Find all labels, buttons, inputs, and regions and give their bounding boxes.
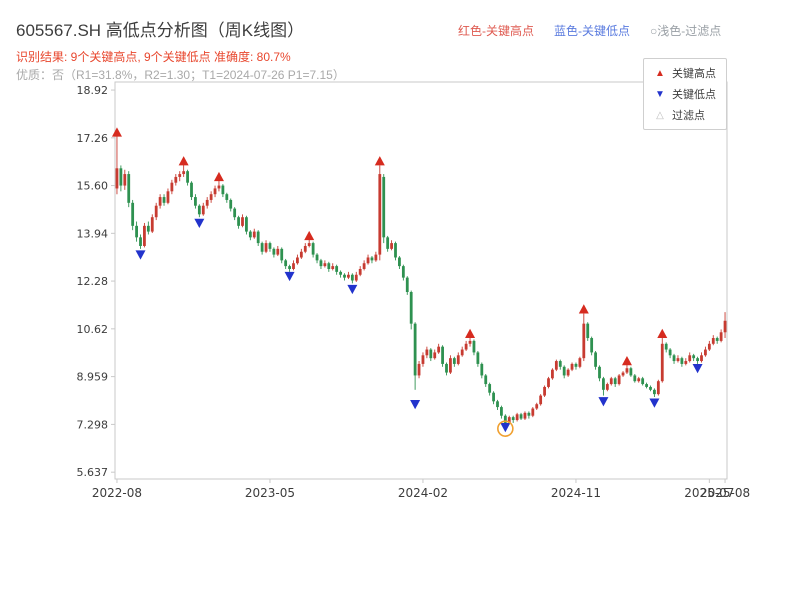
triangle-down-icon: ▼ bbox=[655, 88, 665, 100]
chart-legend: ▲ 关键高点 ▼ 关键低点 △ 过滤点 bbox=[643, 58, 727, 130]
svg-text:17.26: 17.26 bbox=[77, 132, 109, 145]
top-legend-key-low: 蓝色-关键低点 bbox=[554, 24, 630, 38]
chart-legend-item-key-high: ▲ 关键高点 bbox=[654, 65, 716, 81]
chart-legend-label: 过滤点 bbox=[672, 110, 705, 122]
svg-text:10.62: 10.62 bbox=[77, 323, 109, 336]
svg-text:8.959: 8.959 bbox=[77, 371, 109, 384]
triangle-hollow-icon: △ bbox=[656, 109, 664, 121]
chart-legend-label: 关键高点 bbox=[672, 68, 716, 80]
svg-text:12.28: 12.28 bbox=[77, 275, 109, 288]
svg-text:2025-07: 2025-07 bbox=[684, 486, 734, 500]
recognition-result: 识别结果: 9个关键高点, 9个关键低点 准确度: 80.7% bbox=[16, 50, 291, 64]
triangle-up-icon: ▲ bbox=[655, 67, 665, 79]
svg-text:2024-02: 2024-02 bbox=[398, 486, 448, 500]
quality-line: 优质：否（R1=31.8%，R2=1.30；T1=2024-07-26 P1=7… bbox=[16, 68, 345, 82]
svg-text:2023-05: 2023-05 bbox=[245, 486, 295, 500]
top-legend-key-high: 红色-关键高点 bbox=[458, 24, 534, 38]
svg-text:5.637: 5.637 bbox=[77, 466, 109, 479]
svg-text:15.60: 15.60 bbox=[77, 180, 109, 193]
top-legend-filter: ○浅色-过滤点 bbox=[650, 24, 722, 38]
svg-text:2024-11: 2024-11 bbox=[551, 486, 601, 500]
chart-legend-label: 关键低点 bbox=[672, 89, 716, 101]
svg-text:13.94: 13.94 bbox=[77, 227, 109, 240]
svg-text:2022-08: 2022-08 bbox=[92, 486, 142, 500]
svg-text:18.92: 18.92 bbox=[77, 84, 109, 97]
candlestick-chart: 18.92 17.26 15.60 13.94 12.28 10.62 8.959 7.298… bbox=[77, 81, 750, 500]
page-title: 605567.SH 高低点分析图（周K线图） bbox=[16, 21, 305, 40]
chart-legend-item-filter: △ 过滤点 bbox=[654, 107, 716, 123]
svg-text:2025-08: 2025-08 bbox=[700, 486, 750, 500]
chart-legend-item-key-low: ▼ 关键低点 bbox=[654, 86, 716, 102]
svg-text:7.298: 7.298 bbox=[77, 418, 109, 431]
top-legend: 红色-关键高点 蓝色-关键低点 ○浅色-过滤点 bbox=[458, 22, 721, 39]
